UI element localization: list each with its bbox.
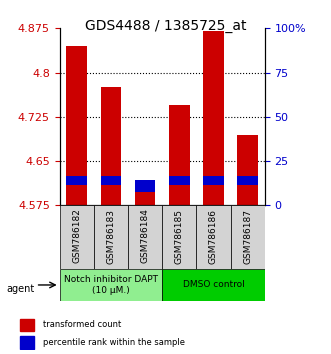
Bar [203,176,224,185]
Bar [237,176,258,185]
FancyBboxPatch shape [94,205,128,269]
Text: GSM786182: GSM786182 [72,209,81,263]
Text: GSM786186: GSM786186 [209,209,218,263]
FancyBboxPatch shape [128,205,162,269]
FancyBboxPatch shape [60,269,162,301]
Bar [169,176,190,185]
Bar [135,180,155,192]
Bar [20,336,34,349]
Text: GSM786185: GSM786185 [175,209,184,263]
Bar [101,87,121,205]
Bar [20,319,34,331]
Text: GDS4488 / 1385725_at: GDS4488 / 1385725_at [85,19,246,34]
Text: DMSO control: DMSO control [183,280,244,290]
Bar [203,31,224,205]
FancyBboxPatch shape [196,205,231,269]
Text: GSM786184: GSM786184 [141,209,150,263]
Bar [67,176,87,185]
Text: GSM786187: GSM786187 [243,209,252,263]
FancyBboxPatch shape [231,205,265,269]
Bar [135,182,155,205]
FancyBboxPatch shape [162,205,196,269]
Bar [101,176,121,185]
Text: agent: agent [7,284,35,293]
Bar [169,105,190,205]
Text: GSM786183: GSM786183 [106,209,116,263]
FancyBboxPatch shape [60,205,94,269]
Text: Notch inhibitor DAPT
(10 μM.): Notch inhibitor DAPT (10 μM.) [64,275,158,295]
Bar [237,135,258,205]
Text: transformed count: transformed count [43,320,121,330]
FancyBboxPatch shape [162,269,265,301]
Bar [67,46,87,205]
Text: percentile rank within the sample: percentile rank within the sample [43,338,185,347]
